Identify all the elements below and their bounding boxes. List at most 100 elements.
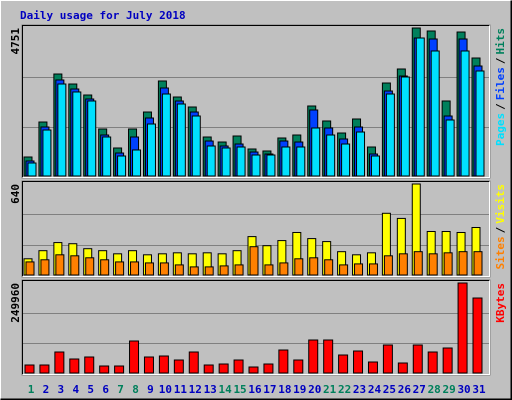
bar: [218, 363, 229, 374]
legend: Sites / Visits: [494, 184, 507, 270]
legend-separator: /: [494, 103, 507, 110]
bar: [472, 297, 483, 374]
x-tick-label: 18: [278, 383, 291, 396]
bar: [368, 263, 378, 276]
legend-entry: Files: [494, 67, 507, 100]
legend-entry: Visits: [494, 184, 507, 224]
bar: [99, 365, 110, 374]
bar: [117, 155, 127, 177]
legend-entry: Hits: [494, 28, 507, 55]
x-tick-label: 11: [174, 383, 188, 396]
x-tick-label: 9: [147, 383, 154, 396]
x-tick-label: 2: [43, 383, 50, 396]
legend-separator: /: [494, 226, 507, 233]
bar: [427, 351, 438, 374]
bar: [248, 366, 259, 374]
bar: [293, 359, 304, 374]
y-tick-label: 249960: [9, 283, 22, 323]
x-tick-label: 20: [308, 383, 321, 396]
x-tick-label: 5: [87, 383, 94, 396]
bar: [281, 146, 291, 177]
bar: [264, 264, 274, 276]
bar: [473, 251, 483, 276]
x-tick-label: 19: [293, 383, 306, 396]
bar: [176, 103, 186, 177]
y-tick-label: 640: [9, 184, 22, 204]
panel-shade: [22, 181, 490, 277]
bar: [400, 76, 410, 177]
bar: [397, 362, 408, 374]
bar: [338, 354, 349, 374]
x-tick-label: 6: [102, 383, 109, 396]
bar: [412, 344, 423, 374]
panel-shade: [22, 25, 490, 178]
x-tick-label: 10: [159, 383, 172, 396]
bar: [341, 143, 351, 177]
bar: [279, 262, 289, 276]
bar: [54, 351, 65, 374]
x-tick-label: 12: [189, 383, 202, 396]
bar: [311, 127, 321, 177]
x-tick-label: 1: [28, 383, 35, 396]
x-tick-label: 4: [72, 383, 79, 396]
bar: [370, 155, 380, 177]
bar: [278, 349, 289, 374]
bar: [143, 356, 154, 374]
bar: [430, 50, 440, 177]
bar: [132, 149, 142, 177]
bar: [263, 363, 274, 374]
bar: [188, 351, 199, 374]
x-tick-label: 26: [398, 383, 412, 396]
bar: [159, 262, 169, 276]
bar: [219, 265, 229, 276]
bar: [385, 93, 395, 177]
bar: [356, 131, 366, 177]
bar: [161, 93, 171, 177]
x-tick-label: 7: [117, 383, 124, 396]
legend-entry: Pages: [494, 113, 507, 146]
x-tick-label: 8: [132, 383, 139, 396]
bar: [114, 365, 125, 374]
panel-hilite: [22, 25, 490, 178]
bar: [87, 100, 97, 177]
bar: [324, 259, 334, 276]
bar: [415, 37, 425, 177]
bar: [251, 154, 261, 177]
bar: [367, 361, 378, 374]
x-tick-label: 23: [353, 383, 366, 396]
bar: [249, 246, 259, 276]
bar: [266, 154, 276, 177]
bar: [27, 162, 37, 177]
bar: [475, 70, 485, 177]
x-tick-label: 21: [323, 383, 337, 396]
bar: [294, 258, 304, 276]
bar: [40, 259, 50, 276]
bar: [130, 261, 140, 276]
x-tick-label: 25: [383, 383, 396, 396]
x-tick-label: 16: [248, 383, 262, 396]
bar: [85, 257, 95, 276]
bar: [203, 364, 214, 374]
bar: [236, 146, 246, 177]
bar: [70, 255, 80, 276]
bar: [354, 263, 364, 276]
bar: [296, 146, 306, 177]
bar: [102, 136, 112, 177]
bar: [129, 340, 140, 374]
bar: [308, 339, 319, 374]
bar: [443, 252, 453, 276]
bar: [39, 364, 50, 374]
panel-hilite: [22, 280, 490, 375]
bar: [233, 359, 244, 374]
bar: [398, 253, 408, 276]
bar: [442, 347, 453, 374]
bar: [173, 359, 184, 374]
bar: [234, 264, 244, 276]
x-tick-label: 31: [472, 383, 486, 396]
panel-hilite: [22, 181, 490, 277]
bar: [72, 91, 82, 177]
bar: [458, 251, 468, 276]
x-tick-label: 28: [428, 383, 441, 396]
